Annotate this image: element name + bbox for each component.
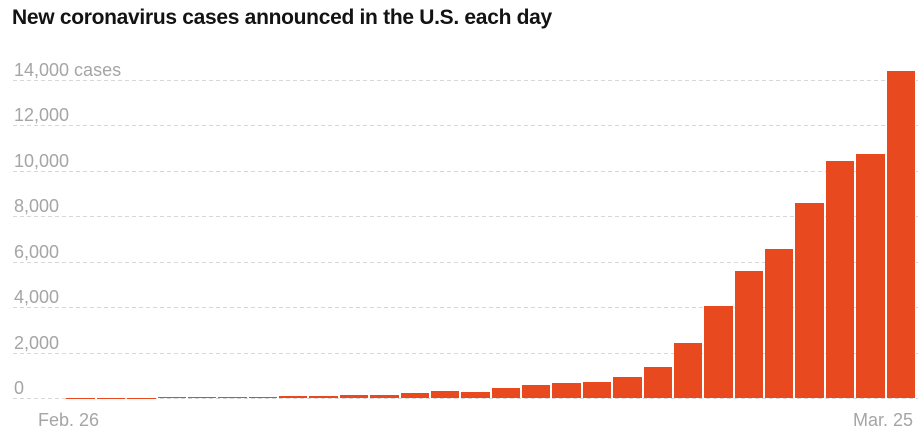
y-axis-tick-label-10000: 10,000 <box>14 150 70 171</box>
y-axis-tick-label-6000: 6,000 <box>14 241 60 262</box>
gridline-4000 <box>13 307 918 309</box>
bar-mar-16 <box>613 377 642 398</box>
bar-mar-4 <box>248 396 277 398</box>
bar-mar-1 <box>157 397 186 398</box>
gridline-12000 <box>13 125 918 127</box>
bar-mar-3 <box>218 397 247 398</box>
x-axis-tick-label-first: Feb. 26 <box>38 410 100 430</box>
plot-area: 0 2,000 4,000 6,000 8,000 10,000 12,000 14,000 … <box>13 61 918 399</box>
gridline-2000 <box>13 352 918 354</box>
bar-mar-13 <box>522 385 551 398</box>
gridline-14000 <box>13 80 918 81</box>
bar-mar-6 <box>309 395 338 398</box>
bar-mar-21 <box>765 249 794 398</box>
y-axis-tick-label-4000: 4,000 <box>14 287 60 308</box>
bar-mar-25 <box>886 70 915 398</box>
y-axis-tick-label-14000: 14,000 cases <box>14 60 122 80</box>
bar-mar-12 <box>491 387 520 398</box>
bar-mar-14 <box>552 382 581 398</box>
bar-mar-9 <box>400 393 429 398</box>
gridline-0 <box>13 398 918 399</box>
x-axis-tick-label-last: Mar. 25 <box>852 410 913 430</box>
y-axis-tick-label-0: 0 <box>14 378 25 398</box>
bar-mar-11 <box>461 392 490 398</box>
gridline-10000 <box>13 170 918 172</box>
bar-mar-22 <box>795 202 824 398</box>
y-axis-tick-label-12000: 12,000 <box>14 105 70 126</box>
bar-mar-2 <box>187 397 217 398</box>
bar-mar-10 <box>430 390 460 398</box>
y-axis-tick-label-2000: 2,000 <box>14 332 60 353</box>
y-axis-tick-label-8000: 8,000 <box>14 196 60 217</box>
bar-series <box>36 58 915 398</box>
bar-mar-24 <box>856 154 885 398</box>
bar-mar-7 <box>339 394 369 398</box>
bar-mar-20 <box>734 270 763 398</box>
bar-mar-17 <box>643 366 672 398</box>
gridline-8000 <box>13 216 918 218</box>
bar-mar-19 <box>704 306 733 398</box>
bar-mar-8 <box>370 395 399 398</box>
bar-mar-23 <box>825 161 855 398</box>
chart-title: New coronavirus cases announced in the U… <box>12 6 552 29</box>
bar-mar-5 <box>279 396 308 398</box>
bar-mar-15 <box>582 382 612 398</box>
gridline-6000 <box>13 261 918 263</box>
bar-mar-18 <box>673 342 703 398</box>
